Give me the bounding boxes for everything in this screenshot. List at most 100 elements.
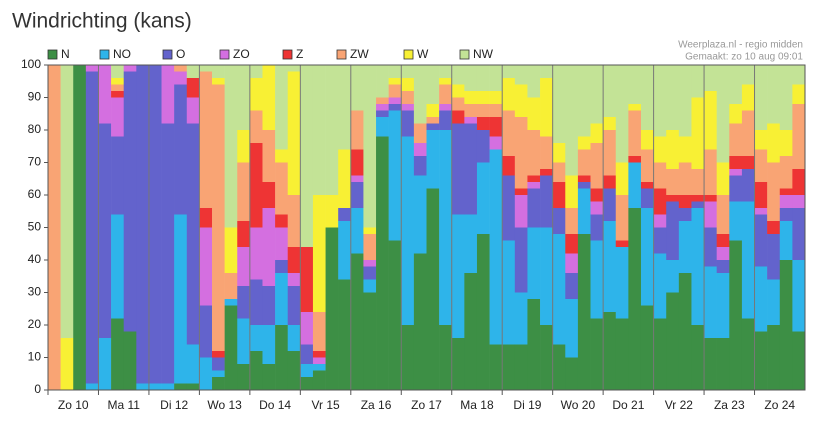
- bar-segment: [186, 78, 200, 98]
- y-tick-label: 0: [34, 382, 41, 396]
- bar-segment: [426, 104, 440, 117]
- bar-segment: [792, 208, 806, 260]
- legend-label: O: [176, 47, 185, 61]
- bar-segment: [73, 65, 87, 390]
- bar-segment: [464, 65, 478, 91]
- bar-segment: [704, 266, 717, 338]
- bar-segment: [729, 169, 743, 176]
- bar-segment: [451, 110, 465, 124]
- bar-segment: [502, 110, 516, 156]
- bar-segment: [287, 325, 301, 351]
- bar-segment: [476, 234, 490, 390]
- bar-segment: [312, 370, 326, 390]
- bar-segment: [262, 208, 276, 286]
- bar-segment: [716, 162, 730, 195]
- bar-segment: [439, 84, 453, 104]
- bar-segment: [653, 227, 667, 254]
- bar-segment: [312, 195, 326, 312]
- bar-segment: [565, 299, 579, 358]
- bar-segment: [237, 364, 251, 390]
- bar-segment: [603, 188, 617, 221]
- bar-segment: [275, 149, 289, 163]
- bar-segment: [48, 65, 61, 390]
- bar-segment: [413, 156, 427, 176]
- bar-segment: [300, 344, 314, 364]
- bar-segment: [527, 65, 541, 98]
- bar-segment: [666, 260, 680, 293]
- legend-swatch: [47, 49, 58, 60]
- bar-segment: [376, 97, 389, 104]
- bar-segment: [376, 136, 389, 390]
- bar-segment: [741, 169, 755, 202]
- bar-segment: [489, 65, 503, 91]
- bar-segment: [666, 201, 680, 260]
- bar-segment: [300, 364, 314, 377]
- bar-segment: [603, 312, 617, 390]
- bar-segment: [704, 227, 717, 267]
- bar-segment: [237, 65, 251, 130]
- bar-segment: [464, 104, 478, 117]
- x-tick-label: Di 12: [160, 398, 188, 412]
- bar-segment: [363, 234, 377, 260]
- bar-segment: [451, 338, 465, 390]
- bar-segment: [590, 123, 604, 143]
- bar-segment: [603, 221, 617, 312]
- bar-segment: [628, 156, 642, 163]
- bar-segment: [792, 331, 806, 390]
- bar-segment: [741, 318, 755, 390]
- bar-segment: [476, 117, 490, 130]
- bar-segment: [275, 273, 289, 325]
- bar-segment: [464, 273, 478, 390]
- bar-segment: [502, 240, 516, 345]
- bar-segment: [615, 318, 629, 390]
- bar-segment: [439, 325, 453, 390]
- bar-segment: [514, 292, 528, 345]
- bar-segment: [527, 227, 541, 299]
- bar-segment: [628, 208, 642, 390]
- bar-segment: [741, 65, 755, 85]
- bar-segment: [779, 130, 793, 156]
- bar-segment: [136, 383, 150, 390]
- bar-segment: [779, 260, 793, 390]
- bar-segment: [704, 195, 717, 202]
- bar-segment: [552, 208, 566, 234]
- bar-segment: [577, 149, 591, 176]
- bar-segment: [249, 227, 263, 280]
- bar-segment: [287, 351, 301, 390]
- bar-segment: [300, 377, 314, 390]
- bar-segment: [199, 305, 213, 358]
- bar-segment: [489, 117, 503, 137]
- bar-segment: [552, 182, 566, 208]
- legend-swatch: [403, 49, 414, 60]
- bar-segment: [363, 260, 377, 267]
- bar-segment: [224, 305, 238, 390]
- bar-segment: [287, 273, 301, 286]
- bar-segment: [666, 169, 680, 195]
- bar-segment: [590, 214, 604, 241]
- legend-label: NW: [473, 47, 494, 61]
- bar-segment: [363, 279, 377, 293]
- bar-segment: [716, 247, 730, 260]
- bar-segment: [363, 266, 377, 280]
- bar-segment: [653, 136, 667, 163]
- bar-segment: [754, 130, 768, 150]
- bar-segment: [338, 221, 352, 280]
- bar-segment: [603, 175, 617, 189]
- bar-segment: [388, 78, 402, 85]
- bar-segment: [98, 65, 112, 124]
- bar-segment: [691, 201, 705, 208]
- bar-segment: [502, 156, 516, 176]
- bar-segment: [60, 338, 74, 390]
- bar-segment: [325, 195, 339, 228]
- x-tick-label: Wo 13: [207, 398, 242, 412]
- bar-segment: [779, 65, 793, 130]
- bar-segment: [174, 214, 188, 384]
- bar-segment: [237, 130, 251, 163]
- bar-segment: [502, 65, 516, 78]
- bar-segment: [111, 97, 124, 137]
- bar-segment: [249, 143, 263, 228]
- bar-segment: [123, 65, 137, 72]
- bar-segment: [489, 91, 503, 104]
- bar-segment: [451, 214, 465, 338]
- x-tick-label: Vr 22: [665, 398, 694, 412]
